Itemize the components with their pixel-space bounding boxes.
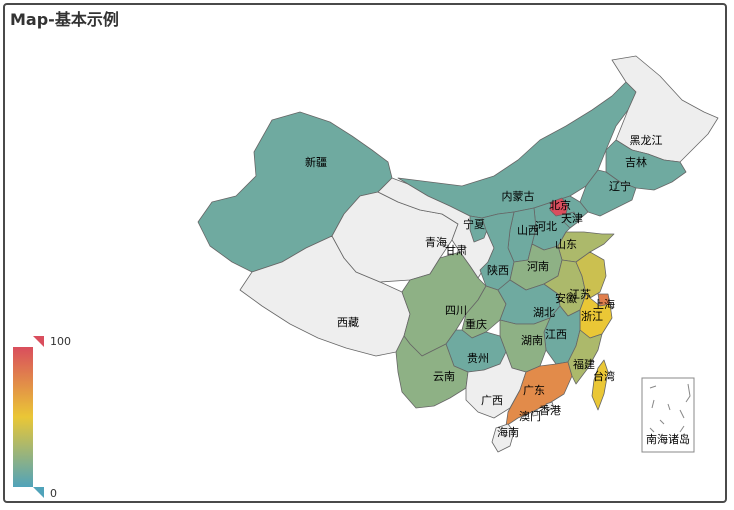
province-label: 广东 <box>523 384 545 397</box>
visual-map-min-handle[interactable] <box>33 487 44 498</box>
province-layer <box>197 55 719 453</box>
province-label: 广西 <box>481 394 503 407</box>
province-label: 新疆 <box>305 155 327 169</box>
province-label: 北京 <box>549 198 571 212</box>
province-hongkong[interactable] <box>545 401 555 411</box>
province-label: 海南 <box>497 425 519 439</box>
province-liaoning[interactable] <box>579 169 637 217</box>
province-hainan[interactable] <box>491 423 515 453</box>
province-label: 四川 <box>445 304 467 317</box>
province-label: 浙江 <box>581 310 603 323</box>
province-label: 江西 <box>545 328 567 341</box>
province-label: 天津 <box>561 212 583 225</box>
province-label: 贵州 <box>467 352 489 365</box>
province-label: 澳门 <box>519 409 541 423</box>
province-jiangsu[interactable] <box>575 251 607 299</box>
province-label: 甘肃 <box>445 244 467 257</box>
province-macau[interactable] <box>531 409 539 417</box>
province-label: 湖南 <box>521 334 543 347</box>
province-label: 河南 <box>527 260 549 273</box>
province-label: 湖北 <box>533 306 555 319</box>
province-label: 宁夏 <box>463 217 485 231</box>
province-label: 上海 <box>593 297 615 311</box>
province-label: 重庆 <box>465 317 487 331</box>
visual-map-max-handle[interactable] <box>33 336 44 347</box>
south-sea-inset-box <box>641 377 695 453</box>
province-label: 江苏 <box>569 288 591 301</box>
visual-map-max-label: 100 <box>50 335 71 348</box>
province-label: 云南 <box>433 370 455 383</box>
province-label: 吉林 <box>625 155 647 169</box>
province-label: 黑龙江 <box>630 134 663 147</box>
province-label: 辽宁 <box>609 179 631 193</box>
province-label: 河北 <box>535 220 557 233</box>
province-label: 香港 <box>539 404 561 417</box>
visual-map-bar[interactable] <box>13 347 33 487</box>
south-sea-inset-label: 南海诸岛 <box>646 432 690 446</box>
province-taiwan[interactable] <box>591 359 609 411</box>
province-label: 福建 <box>573 357 595 371</box>
south-china-sea-inset: 南海诸岛 <box>641 377 695 453</box>
province-label: 安徽 <box>555 291 577 305</box>
province-tianjin[interactable] <box>563 211 579 229</box>
chart-title: Map-基本示例 <box>10 10 119 29</box>
province-label: 内蒙古 <box>502 189 535 203</box>
province-label: 青海 <box>425 235 447 249</box>
visual-map-min-label: 0 <box>50 487 57 500</box>
province-label: 西藏 <box>337 316 359 329</box>
province-fujian[interactable] <box>567 329 603 385</box>
province-label: 台湾 <box>593 369 615 383</box>
province-label: 陕西 <box>487 263 509 277</box>
visual-map: 100 0 <box>13 335 71 500</box>
province-label: 山东 <box>555 238 577 251</box>
province-label: 山西 <box>517 224 539 237</box>
